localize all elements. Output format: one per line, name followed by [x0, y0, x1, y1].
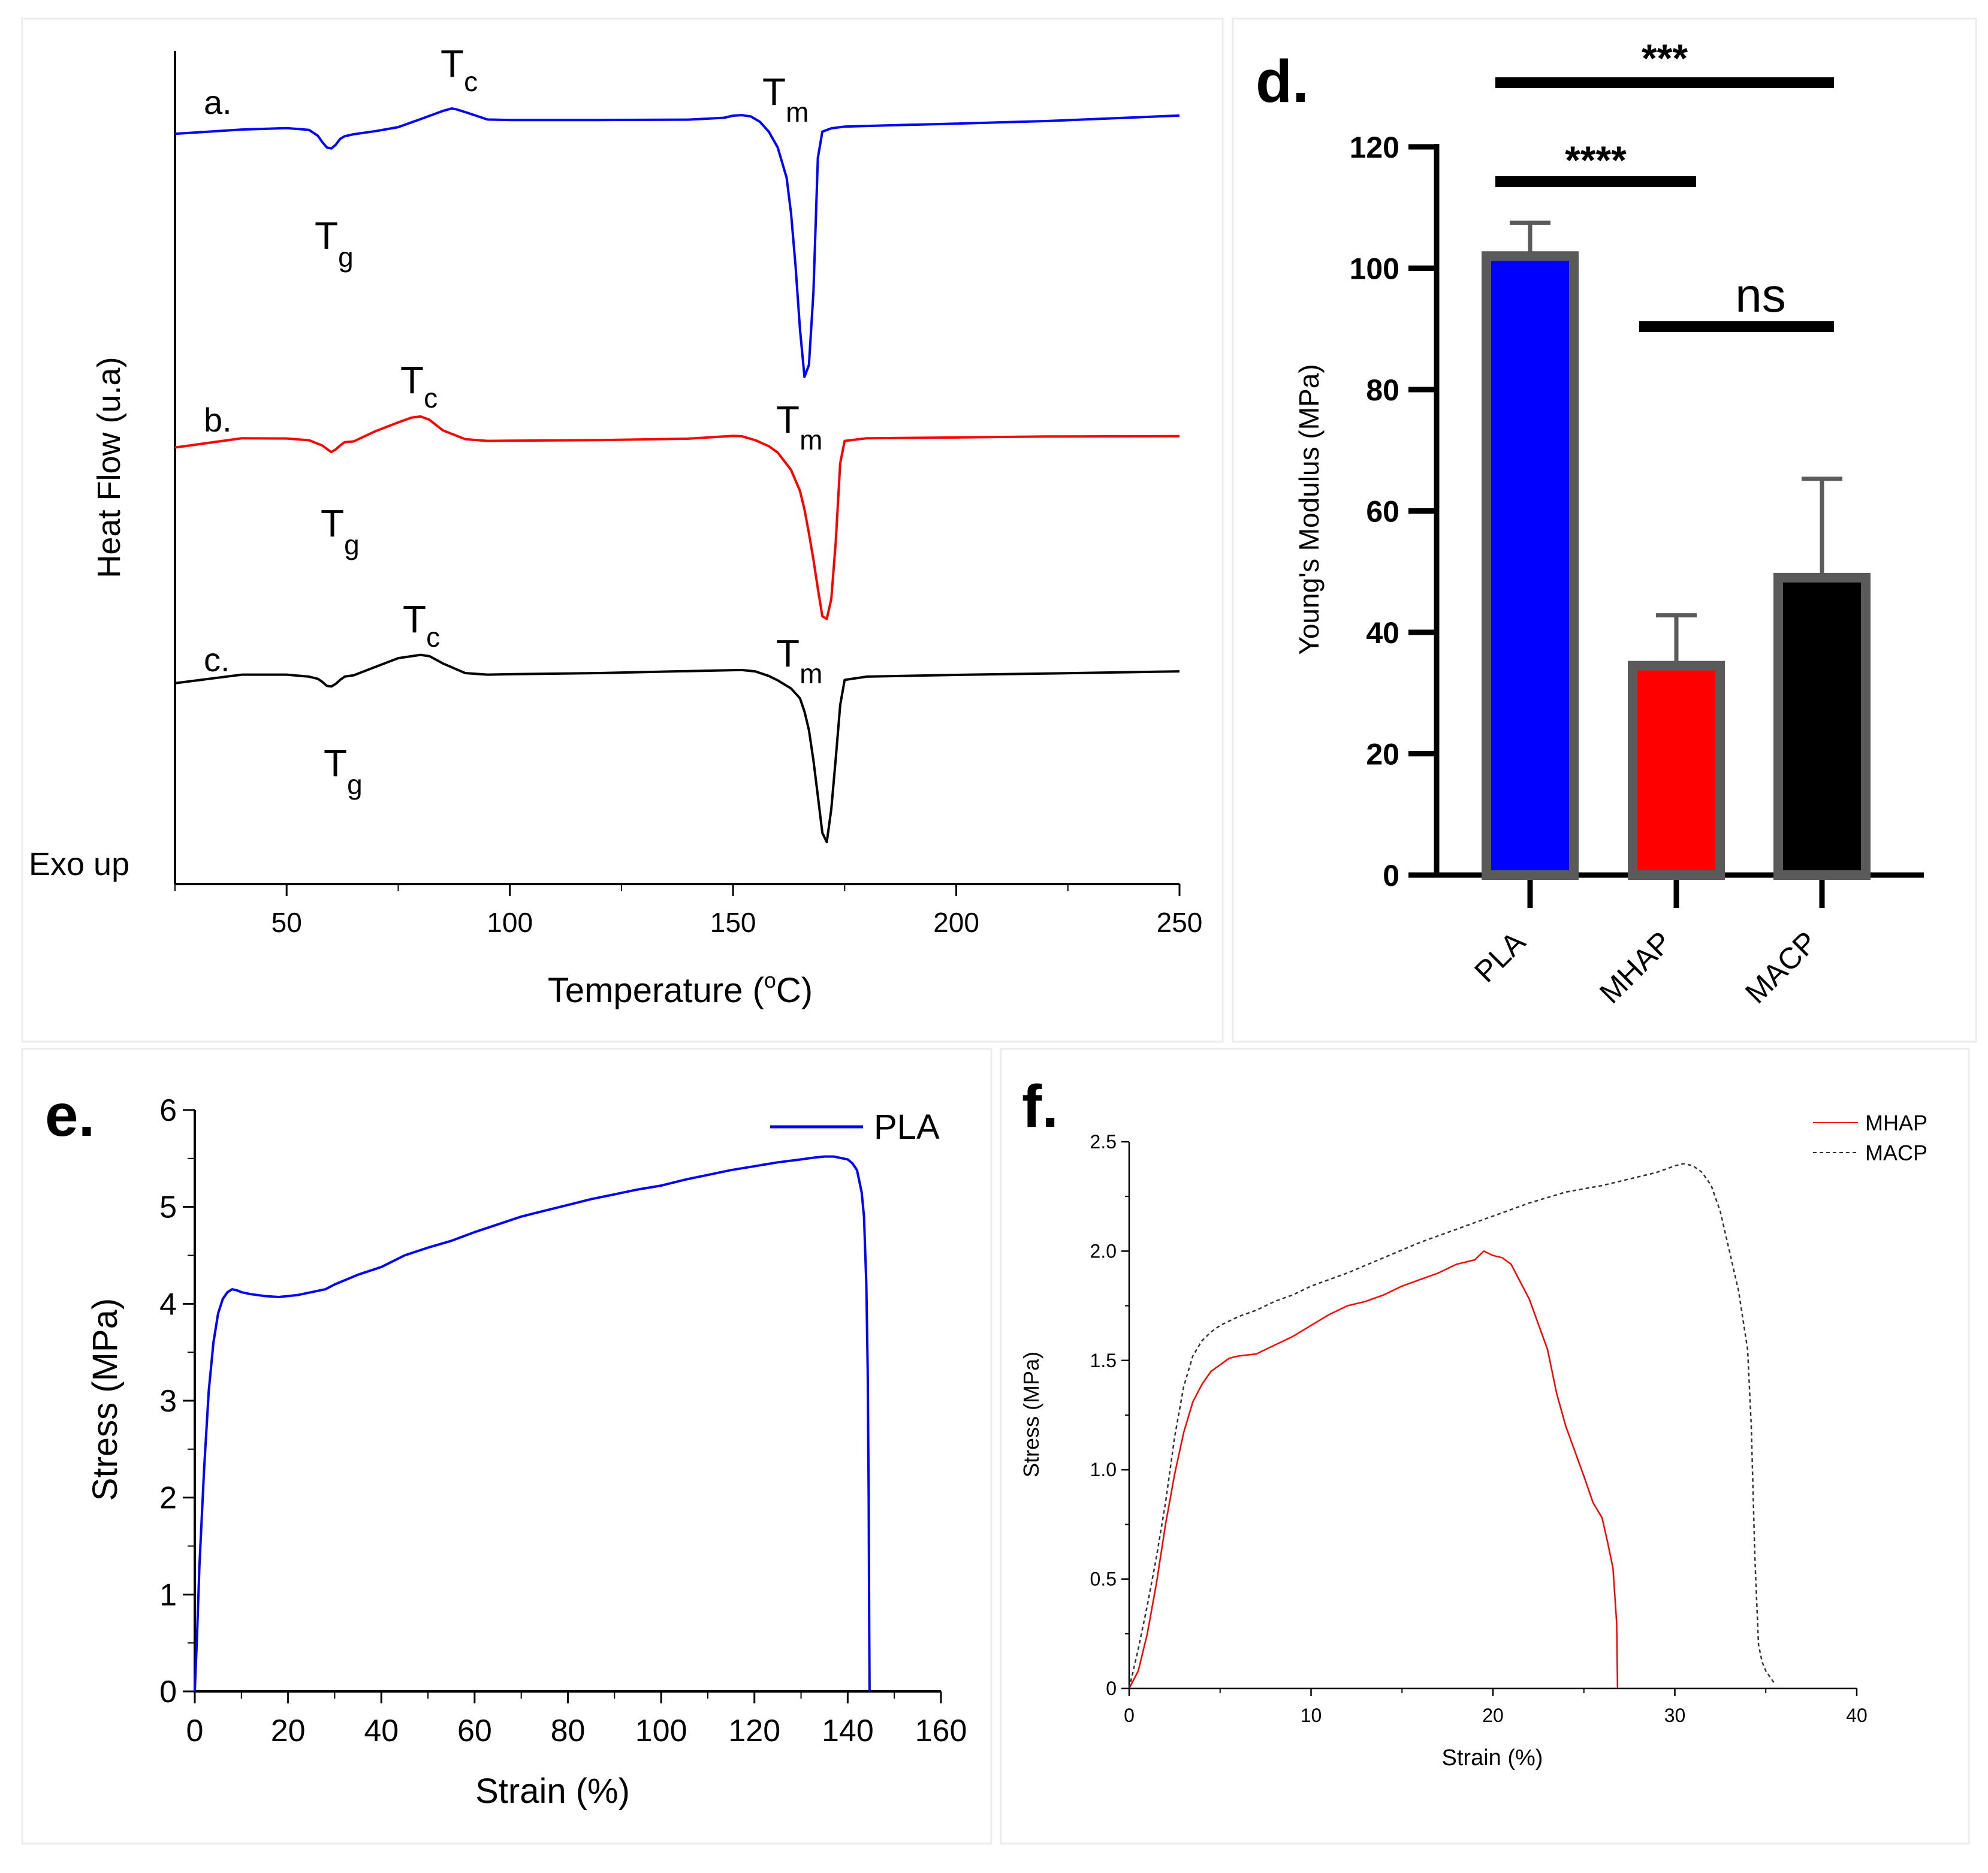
e-x-tick-label: 160: [915, 1714, 967, 1748]
e-y-tick-label: 3: [159, 1384, 177, 1419]
bar-y-tick-label: 20: [1366, 738, 1399, 771]
composites-stress-strain-chart: f. 0 10 20 30 40 0 0.5 1.0 1.5 2.0 2.5 Stress (MPa…: [1019, 1073, 1927, 1771]
panel-frame-e: [21, 1048, 993, 1845]
dsc-series-c: [174, 653, 1180, 843]
dsc-x-tick-label: 150: [710, 907, 756, 938]
panel-frame-d: [1232, 17, 1977, 1043]
dsc-series-b: [174, 415, 1180, 620]
significance-label: ****: [1565, 138, 1627, 182]
bar-y-tick-label: 120: [1350, 131, 1399, 164]
f-y-tick-label: 0: [1106, 1678, 1117, 1699]
bar-y-tick-label: 80: [1366, 373, 1399, 407]
f-y-tick-label: 1.0: [1090, 1459, 1117, 1480]
f-series-MHAP: [1128, 1250, 1619, 1689]
label-tm-c: Tm: [776, 632, 822, 689]
bar-y-tick-label: 60: [1366, 495, 1399, 529]
bar-PLA: [1482, 251, 1579, 880]
f-x-tick-label: 40: [1846, 1705, 1868, 1726]
e-x-tick-label: 120: [728, 1714, 780, 1748]
panel-frame-dsc: [21, 17, 1224, 1043]
dsc-x-tick-label: 50: [271, 907, 302, 938]
f-x-tick-label: 0: [1124, 1705, 1135, 1726]
f-y-tick-label: 1.5: [1090, 1350, 1117, 1371]
panel-letter-f: f.: [1022, 1073, 1058, 1140]
bar-category-label: MACP: [1739, 925, 1824, 1010]
e-y-tick-label: 1: [159, 1578, 177, 1612]
pla-stress-strain-chart: e. 0 20 40 60 80 100 120 140 160 0 1 2 3 4 5 6 Stress (…: [45, 1082, 967, 1811]
e-x-tick-label: 40: [364, 1714, 399, 1748]
label-tm-b: Tm: [776, 398, 822, 456]
bar-category-label: PLA: [1468, 925, 1532, 989]
bar-y-tick-label: 0: [1383, 859, 1399, 892]
label-tc-c: Tc: [403, 598, 440, 653]
f-xlabel: Strain (%): [1442, 1745, 1543, 1771]
bar-y-tick-label: 100: [1350, 252, 1399, 286]
e-y-tick-label: 2: [159, 1481, 177, 1516]
e-ylabel: Stress (MPa): [86, 1298, 125, 1501]
dsc-chart: 50 100 150 200 250 Heat Flow (u.a) Exo up Te…: [29, 42, 1202, 1010]
curve-label-c: c.: [204, 641, 230, 678]
dsc-x-tick-label: 200: [933, 907, 979, 938]
e-y-tick-label: 0: [159, 1675, 177, 1709]
label-tg-c: Tg: [324, 741, 363, 800]
f-x-tick-label: 30: [1664, 1705, 1686, 1726]
significance-label: ***: [1642, 36, 1688, 80]
f-y-tick-label: 2.5: [1090, 1131, 1117, 1153]
e-x-tick-label: 60: [457, 1714, 492, 1748]
bar-MACP: [1773, 572, 1871, 880]
label-tg-a: Tg: [315, 214, 354, 273]
curve-label-a: a.: [204, 83, 232, 121]
f-x-tick-label: 20: [1482, 1705, 1504, 1726]
label-tc-a: Tc: [441, 42, 478, 97]
bar-category-label: MHAP: [1593, 925, 1678, 1010]
dsc-series-a: [174, 107, 1180, 378]
f-ylabel: Stress (MPa): [1019, 1352, 1043, 1477]
f-legend-label-mhap: MHAP: [1865, 1111, 1927, 1135]
bar-y-tick-label: 40: [1366, 616, 1399, 650]
label-tm-a: Tm: [762, 70, 809, 128]
f-x-tick-label: 10: [1301, 1705, 1322, 1726]
e-x-tick-label: 20: [271, 1714, 306, 1748]
e-series-PLA: [194, 1155, 871, 1692]
dsc-exo-label: Exo up: [29, 846, 129, 882]
dsc-ylabel: Heat Flow (u.a): [91, 357, 127, 578]
e-x-tick-label: 0: [186, 1714, 204, 1748]
panel-frame-f: [1000, 1048, 1970, 1845]
label-tc-b: Tc: [400, 358, 438, 414]
bar-ylabel: Young's Modulus (MPa): [1293, 364, 1325, 655]
e-x-tick-label: 140: [822, 1714, 874, 1748]
e-x-tick-label: 100: [635, 1714, 687, 1748]
bar-MHAP: [1628, 660, 1725, 880]
panel-letter-e: e.: [45, 1082, 95, 1149]
f-y-tick-label: 2.0: [1090, 1240, 1117, 1262]
e-y-tick-label: 4: [159, 1287, 177, 1322]
dsc-xlabel: Temperature (oC): [548, 968, 813, 1010]
e-x-tick-label: 80: [551, 1714, 586, 1748]
dsc-x-tick-label: 250: [1157, 907, 1203, 938]
e-y-tick-label: 5: [159, 1190, 177, 1225]
label-tg-b: Tg: [321, 502, 360, 560]
f-y-tick-label: 0.5: [1090, 1569, 1117, 1590]
dsc-x-tick-label: 100: [487, 907, 533, 938]
significance-label: ns: [1735, 269, 1786, 322]
e-xlabel: Strain (%): [475, 1772, 630, 1811]
curve-label-b: b.: [204, 401, 232, 439]
e-y-tick-label: 6: [159, 1093, 177, 1128]
f-legend-label-macp: MACP: [1865, 1141, 1927, 1165]
f-series-MACP: [1128, 1163, 1776, 1689]
e-legend-label: PLA: [874, 1108, 940, 1147]
panel-letter-d: d.: [1256, 48, 1309, 115]
